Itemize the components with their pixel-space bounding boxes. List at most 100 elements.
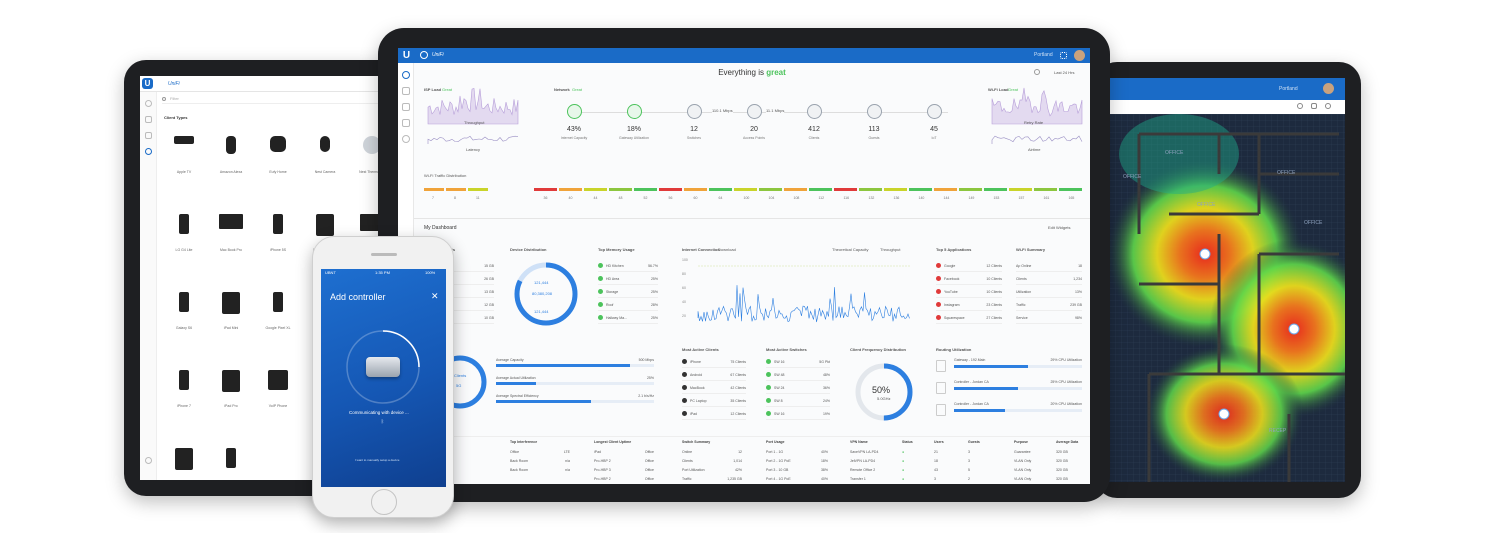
edit-widgets-link[interactable]: Edit Widgets — [1048, 225, 1071, 230]
list-item[interactable]: Traffic 239 GB — [1016, 301, 1082, 311]
list-item[interactable]: 13 GB — [424, 288, 494, 298]
list-item[interactable]: Ap Online 18 — [1016, 262, 1082, 272]
mode-select[interactable]: Download — [718, 247, 736, 252]
network-stat[interactable]: 20 Access Points — [734, 98, 774, 166]
client-type-tile[interactable]: VoIP Phone — [256, 360, 300, 420]
floor-plan-heatmap[interactable]: OFFICE OFFICE OFFICE OFFICE OFFICE RECEP — [1109, 114, 1345, 482]
filter-icon[interactable] — [1311, 103, 1317, 109]
client-type-tile[interactable]: iPhone 7 — [162, 360, 206, 420]
list-item[interactable]: Roof 28% — [598, 301, 658, 311]
list-item[interactable]: 15 GB — [424, 262, 494, 272]
list-item[interactable]: SW 16 5G Pkt — [766, 358, 830, 368]
list-item[interactable]: Clients 1,234 — [1016, 275, 1082, 285]
client-type-tile[interactable]: Eufy Home — [256, 126, 300, 186]
user-name[interactable]: Portland — [1034, 52, 1053, 58]
list-item[interactable]: Office LTE — [510, 450, 570, 458]
manual-setup-link[interactable]: I want to manually setup a device — [355, 458, 400, 462]
list-item[interactable]: PC Laptop 35 Clients — [682, 397, 746, 407]
list-item[interactable]: Google 12 Clients — [936, 262, 1002, 272]
stats-nav-icon[interactable] — [402, 87, 410, 95]
list-item[interactable]: iPad 12 Clients — [682, 410, 746, 420]
devices-nav-icon[interactable] — [402, 119, 410, 127]
dashboard-nav-icon[interactable] — [145, 100, 152, 107]
list-item[interactable]: 26 GB — [424, 275, 494, 285]
routing-row[interactable]: Controller - Jordan CA 20% CPU Utilizatio… — [936, 402, 1082, 420]
list-item[interactable]: Port 1 - 1G 40% — [766, 450, 828, 458]
list-item[interactable]: Port Utilization 42% — [682, 468, 742, 476]
network-stat[interactable]: 12 Switches — [674, 98, 714, 166]
list-item[interactable]: Back Room n/a — [510, 459, 570, 467]
network-stat[interactable]: 412 Clients — [794, 98, 834, 166]
left-search-bar[interactable]: Filter — [162, 96, 402, 104]
vpn-row[interactable]: JetVPN LA-PD4 ● 18 3 VLAN Only 320 GB — [850, 459, 1084, 467]
list-item[interactable]: Storage 25% — [598, 288, 658, 298]
list-item[interactable]: Pro-HBP 3 Office — [594, 468, 654, 476]
network-stat[interactable]: 18% Gateway Utilization — [614, 98, 654, 166]
list-item[interactable]: iPad Office — [594, 450, 654, 458]
network-stat[interactable]: 43% Internet Capacity — [554, 98, 594, 166]
list-item[interactable]: Squarespace 27 Clients — [936, 314, 1002, 324]
client-type-tile[interactable]: iPad Mini — [209, 282, 253, 342]
list-item[interactable]: 12 GB — [424, 301, 494, 311]
list-item[interactable]: HD Kitchen 56.7% — [598, 262, 658, 272]
list-item[interactable]: Online 12 — [682, 450, 742, 458]
vpn-row[interactable]: SaveVPN LA-PD4 ● 21 3 Guarantee 320 GB — [850, 450, 1084, 458]
list-item[interactable]: Clients 1,014 — [682, 459, 742, 467]
client-type-tile[interactable]: Amazon Alexa — [209, 126, 253, 186]
list-item[interactable]: Back Room n/a — [510, 468, 570, 476]
avatar[interactable] — [1323, 83, 1334, 94]
routing-row[interactable]: Gateway - 192.Main 29% CPU Utilization — [936, 358, 1082, 376]
stats-nav-icon[interactable] — [145, 116, 152, 123]
close-icon[interactable]: ✕ — [431, 291, 439, 301]
settings-nav-icon[interactable] — [145, 457, 152, 464]
client-type-tile[interactable]: Galaxy S6 — [162, 282, 206, 342]
unifi-logo-icon[interactable]: U — [142, 78, 153, 89]
list-item[interactable]: Facebook 10 Clients — [936, 275, 1002, 285]
list-item[interactable]: SW 8 24% — [766, 397, 830, 407]
list-item[interactable]: Instagram 23 Clients — [936, 301, 1002, 311]
unifi-logo-icon[interactable]: U — [400, 49, 413, 62]
vpn-row[interactable]: Remote Office 2 ● 43 5 VLAN Only 320 GB — [850, 468, 1084, 476]
time-range-select[interactable]: Last 24 Hrs — [1054, 70, 1075, 75]
list-item[interactable]: Port 4 - 1G PoE 40% — [766, 477, 828, 484]
list-item[interactable]: Service 98% — [1016, 314, 1082, 324]
list-item[interactable]: SW 24 36% — [766, 384, 830, 394]
user-name[interactable]: Portland — [1279, 86, 1298, 92]
gear-icon[interactable] — [1325, 103, 1331, 109]
list-item[interactable]: YouTube 10 Clients — [936, 288, 1002, 298]
list-item[interactable]: Port 3 - 10 GB 38% — [766, 468, 828, 476]
client-type-tile[interactable]: Apple TV — [162, 126, 206, 186]
list-item[interactable]: Traffic 1,235 GB — [682, 477, 742, 484]
clients-nav-icon[interactable] — [402, 135, 410, 143]
client-type-tile[interactable]: Lumia 950 — [209, 438, 253, 480]
client-type-tile[interactable]: iPad Pro — [209, 360, 253, 420]
avatar[interactable] — [1074, 50, 1085, 61]
list-item[interactable]: Pro-HBP 2 Office — [594, 477, 654, 484]
map-nav-icon[interactable] — [402, 103, 410, 111]
network-stat[interactable]: 45 IoT — [914, 98, 954, 166]
client-type-tile[interactable]: iPhone 5S — [256, 204, 300, 264]
home-button[interactable] — [371, 489, 397, 515]
vpn-row[interactable]: Transfer 1 ● 3 2 VLAN Only 320 GB — [850, 477, 1084, 484]
client-type-tile[interactable]: LG G4 Lite — [162, 204, 206, 264]
devices-nav-icon[interactable] — [145, 132, 152, 139]
search-icon[interactable] — [1297, 103, 1303, 109]
routing-row[interactable]: Controller - Jordan CA 25% CPU Utilizatio… — [936, 380, 1082, 398]
clients-nav-icon[interactable] — [145, 148, 152, 155]
client-type-tile[interactable]: Kindle Paperwhite — [162, 438, 206, 480]
dashboard-nav-icon[interactable] — [402, 71, 410, 79]
client-type-tile[interactable]: Nest Thermostat — [350, 126, 394, 186]
list-item[interactable]: SW 48 48% — [766, 371, 830, 381]
list-item[interactable]: iPhone 75 Clients — [682, 358, 746, 368]
list-item[interactable]: SW 16 19% — [766, 410, 830, 420]
list-item[interactable]: Utilization 13% — [1016, 288, 1082, 298]
search-icon[interactable] — [1034, 69, 1040, 75]
list-item[interactable]: Pro-HBP 2 Office — [594, 459, 654, 467]
list-item[interactable]: HD Area 25% — [598, 275, 658, 285]
client-type-tile[interactable]: Google Pixel XL — [256, 282, 300, 342]
list-item[interactable]: Android 67 Clients — [682, 371, 746, 381]
list-item[interactable]: 10 GB — [424, 314, 494, 324]
list-item[interactable]: MacBook 42 Clients — [682, 384, 746, 394]
client-type-tile[interactable]: Nest Camera — [303, 126, 347, 186]
list-item[interactable]: Port 2 - 1G PoE 18% — [766, 459, 828, 467]
